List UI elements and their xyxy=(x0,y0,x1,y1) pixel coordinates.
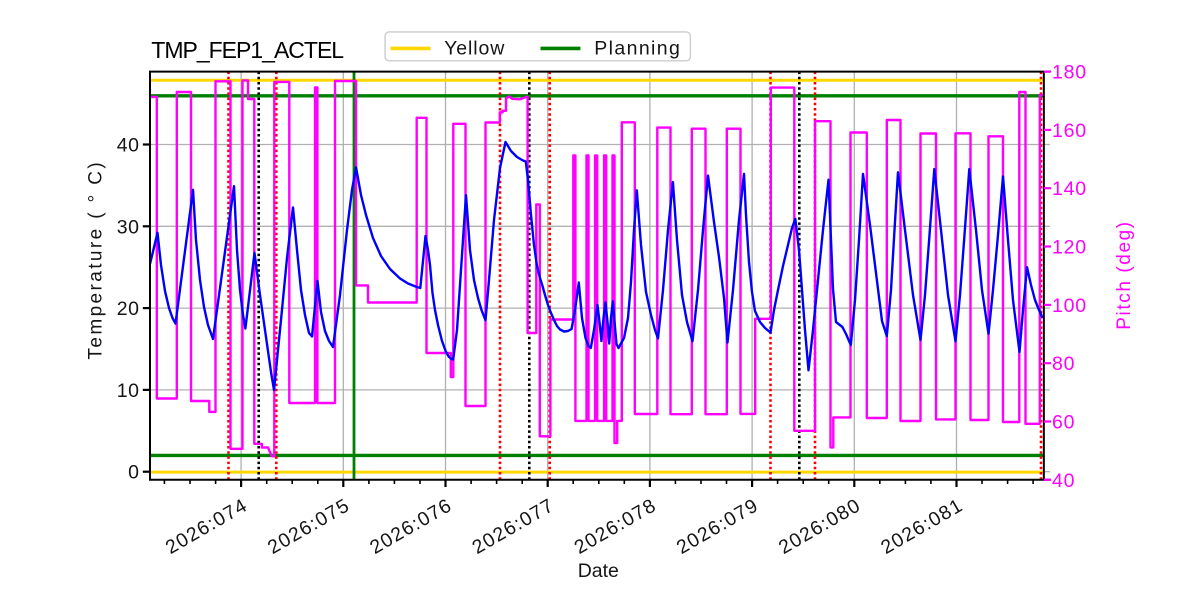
svg-text:30: 30 xyxy=(117,216,140,238)
svg-text:140: 140 xyxy=(1052,178,1087,200)
svg-text:100: 100 xyxy=(1052,295,1087,317)
svg-text:Pitch (deg): Pitch (deg) xyxy=(1114,220,1135,329)
svg-text:40: 40 xyxy=(117,135,140,157)
svg-text:Planning: Planning xyxy=(594,37,681,59)
svg-text:160: 160 xyxy=(1052,120,1087,142)
svg-text:Temperature ( ° C): Temperature ( ° C) xyxy=(86,160,107,360)
svg-text:20: 20 xyxy=(117,298,140,320)
svg-text:40: 40 xyxy=(1052,470,1075,492)
svg-text:Date: Date xyxy=(578,560,619,582)
svg-text:120: 120 xyxy=(1052,237,1087,259)
svg-text:10: 10 xyxy=(117,380,140,402)
svg-text:Yellow: Yellow xyxy=(444,37,505,59)
svg-text:180: 180 xyxy=(1052,62,1087,84)
svg-text:0: 0 xyxy=(128,462,139,484)
svg-text:TMP_FEP1_ACTEL: TMP_FEP1_ACTEL xyxy=(151,37,344,63)
svg-text:60: 60 xyxy=(1052,412,1075,434)
svg-text:80: 80 xyxy=(1052,353,1075,375)
